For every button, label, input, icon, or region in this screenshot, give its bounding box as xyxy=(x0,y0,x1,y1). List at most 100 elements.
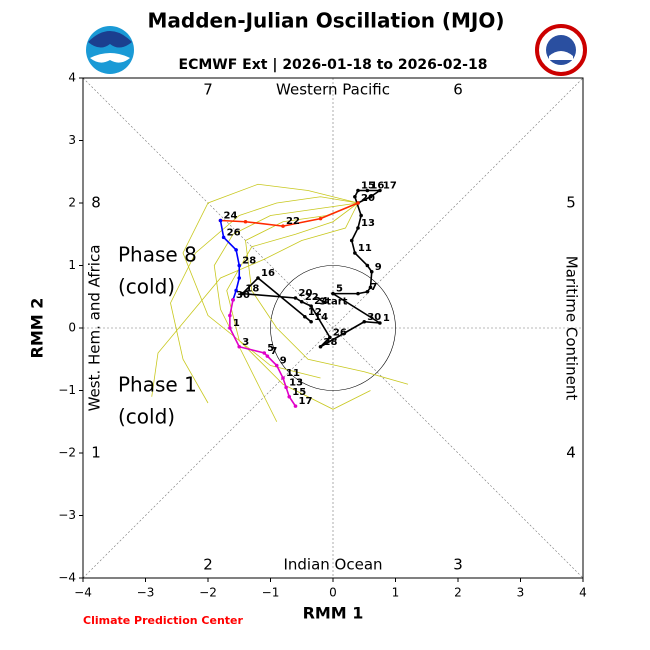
track-point xyxy=(369,269,374,274)
track-point xyxy=(240,291,245,296)
track-point xyxy=(228,313,232,318)
track-point xyxy=(281,376,285,380)
day-label: 5 xyxy=(267,343,274,354)
y-tick-label: −3 xyxy=(58,508,76,522)
day-label: 5 xyxy=(336,284,343,295)
x-tick-label: −1 xyxy=(262,586,280,600)
start-label: Start xyxy=(319,297,348,308)
track-point xyxy=(293,296,298,300)
track-point xyxy=(318,344,323,349)
phase-label: 3 xyxy=(453,556,463,574)
day-label: 9 xyxy=(280,356,287,367)
y-tick-label: −4 xyxy=(58,571,76,585)
day-label: 11 xyxy=(286,368,300,379)
phase-label: 1 xyxy=(91,444,101,462)
day-label: 17 xyxy=(383,181,397,192)
ensemble-member xyxy=(170,196,359,404)
ensemble-member xyxy=(213,202,359,422)
track-point xyxy=(365,188,370,193)
track-point xyxy=(237,344,242,349)
track-point xyxy=(228,326,232,330)
annotation: Phase 1 xyxy=(118,373,197,397)
x-tick-label: 1 xyxy=(392,586,400,600)
day-label: 15 xyxy=(292,387,306,398)
day-label: 1 xyxy=(383,313,390,324)
track-point xyxy=(256,276,260,280)
track-point xyxy=(353,251,357,255)
day-label: 12 xyxy=(308,307,322,318)
day-label: 16 xyxy=(370,181,384,192)
track-point xyxy=(378,321,382,325)
annotation: (cold) xyxy=(118,405,175,429)
day-label: 11 xyxy=(358,243,372,254)
phase-label: 5 xyxy=(566,194,576,212)
x-tick-label: 4 xyxy=(579,586,587,600)
day-label: 7 xyxy=(370,282,377,293)
region-label: West. Hem. and Africa xyxy=(86,245,104,412)
region-label: Maritime Continent xyxy=(563,256,581,401)
ensemble-member xyxy=(151,202,359,397)
day-label: 26 xyxy=(333,327,347,338)
track-point xyxy=(262,351,267,355)
unit-circle xyxy=(270,265,396,391)
track-point xyxy=(231,298,235,302)
x-tick-label: −2 xyxy=(199,586,217,600)
y-tick-label: 2 xyxy=(68,196,76,210)
annotation: Phase 8 xyxy=(118,243,197,267)
day-label: 24 xyxy=(314,296,328,307)
nws-logo xyxy=(535,24,587,76)
day-label: 30 xyxy=(367,312,381,323)
x-axis-label: RMM 1 xyxy=(303,604,364,623)
track-point xyxy=(331,291,335,296)
track-point xyxy=(299,299,304,304)
track-point xyxy=(303,314,307,319)
day-label: 28 xyxy=(242,256,256,267)
track-point xyxy=(284,385,288,390)
track-point xyxy=(378,188,382,193)
day-label: 13 xyxy=(361,218,375,229)
region-label: Western Pacific xyxy=(276,81,390,99)
track-point xyxy=(218,218,223,223)
noaa-logo xyxy=(86,26,134,74)
day-label: 7 xyxy=(270,346,277,357)
day-label: 22 xyxy=(305,292,319,303)
track-point xyxy=(359,213,363,218)
annotation: (cold) xyxy=(118,275,175,299)
track-point xyxy=(356,201,360,205)
plot-frame xyxy=(82,77,584,579)
chart-title: Madden-Julian Oscillation (MJO) xyxy=(147,9,504,33)
track-point xyxy=(234,248,238,252)
region-label: Indian Ocean xyxy=(283,556,382,574)
y-tick-label: 3 xyxy=(68,133,76,147)
track-point xyxy=(368,194,373,199)
day-label: 18 xyxy=(245,284,259,295)
track-point xyxy=(274,363,279,368)
footer: Climate Prediction Center xyxy=(83,614,243,627)
x-tick-label: −3 xyxy=(137,586,155,600)
track-point xyxy=(243,219,248,224)
y-tick-label: 4 xyxy=(68,71,76,85)
day-label: 14 xyxy=(314,312,328,323)
day-label: 15 xyxy=(361,181,375,192)
day-label: 20 xyxy=(299,288,313,299)
y-axis-label: RMM 2 xyxy=(28,298,47,359)
ensemble-member xyxy=(245,202,409,385)
y-tick-label: −1 xyxy=(58,383,76,397)
track-point xyxy=(234,288,238,293)
ensemble-member xyxy=(226,202,371,410)
track-point xyxy=(349,238,354,243)
y-tick-label: 0 xyxy=(68,321,76,335)
phase-label: 6 xyxy=(453,81,463,99)
track-point xyxy=(237,276,242,280)
day-label: 13 xyxy=(289,377,303,388)
track-point xyxy=(365,289,370,294)
track-point xyxy=(353,194,357,199)
phase-label: 2 xyxy=(203,556,213,574)
day-label: 30 xyxy=(236,290,250,301)
track-point xyxy=(237,263,242,268)
track-point xyxy=(356,188,360,193)
ensemble-member xyxy=(182,183,359,379)
